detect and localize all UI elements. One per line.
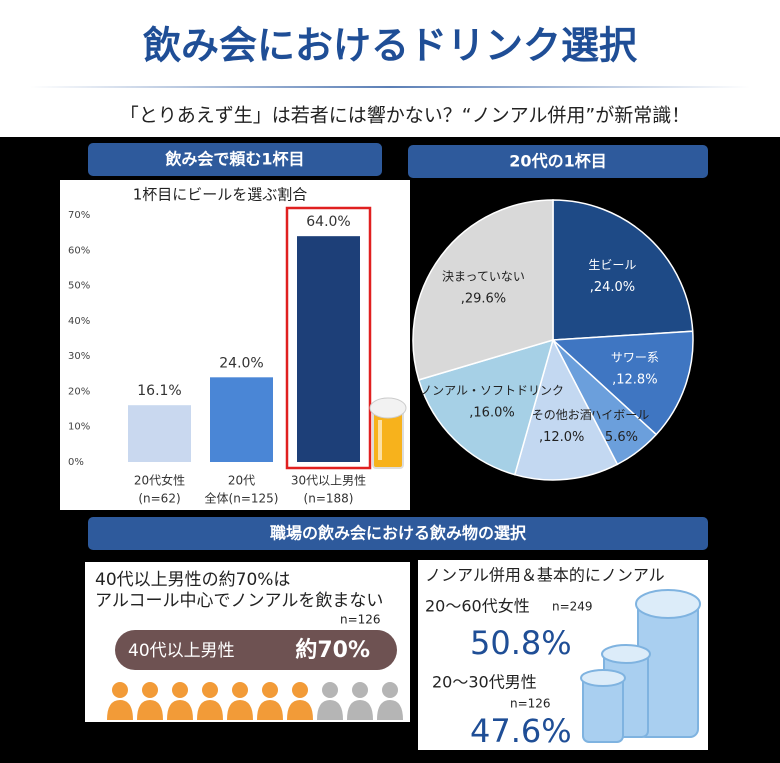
- person-head: [292, 682, 308, 698]
- value-label: ,29.6%: [461, 292, 506, 307]
- group-name: 20～30代男性: [432, 673, 537, 692]
- y-tick-label: 50%: [68, 281, 90, 292]
- heading-bar: [88, 517, 708, 550]
- x-tick-note: (n=62): [138, 492, 180, 506]
- y-tick-label: 20%: [68, 386, 90, 397]
- slice-label: 決まっていない: [442, 270, 525, 284]
- glass-icons: [580, 589, 701, 743]
- person-head: [142, 682, 158, 698]
- rule: [30, 86, 750, 88]
- x-tick-label: 20代女性: [134, 473, 185, 488]
- person-head: [202, 682, 218, 698]
- beer-icon: [369, 397, 407, 469]
- bar: [297, 236, 360, 462]
- person-head: [172, 682, 188, 698]
- x-tick-label: 30代以上男性: [291, 474, 366, 488]
- y-tick-label: 40%: [68, 316, 90, 327]
- pie-slice: [551, 330, 694, 436]
- title: 飲み会におけるドリンク選択: [143, 24, 638, 68]
- value-label: 64.0%: [306, 214, 350, 230]
- person-body: [227, 700, 253, 720]
- person-body: [377, 700, 403, 720]
- highlight: [285, 206, 372, 470]
- bar: [128, 405, 191, 462]
- text-line: 40代以上男性の約70%は: [95, 570, 290, 590]
- slice-label: ノンアル・ソフトドリンク: [420, 383, 564, 397]
- person-body: [257, 700, 283, 720]
- value-label: ,12.8%: [612, 372, 657, 387]
- slice-label: 生ビール: [588, 258, 636, 272]
- sample-size: n=126: [510, 697, 551, 711]
- pie-slice: [417, 338, 555, 476]
- value-label: ,5.6%: [601, 430, 638, 445]
- sample-size: n=126: [340, 613, 381, 627]
- y-tick-label: 30%: [68, 351, 90, 362]
- group-name: 20～60代女性: [425, 597, 530, 616]
- group: 40代以上男性: [128, 641, 235, 661]
- header-bg: [0, 0, 780, 137]
- value-label: 24.0%: [219, 355, 263, 371]
- slice-label: ハイボール: [590, 408, 650, 422]
- chart-title: 1杯目にビールを選ぶ割合: [133, 186, 308, 204]
- value-label: ,24.0%: [590, 280, 635, 295]
- person-body: [317, 700, 343, 720]
- sample-size: n=249: [552, 600, 593, 614]
- group-bar: [115, 630, 397, 670]
- value-label: ,16.0%: [469, 405, 514, 420]
- person-head: [322, 682, 338, 698]
- slice-label: その他お酒: [532, 408, 592, 422]
- person-body: [107, 700, 133, 720]
- heading: 職場の飲み会における飲み物の選択: [270, 524, 527, 543]
- person-body: [287, 700, 313, 720]
- subtitle: 「とりあえず生」は若者には響かない？“ノンアル併用”が新常識！: [120, 105, 691, 127]
- pie-slice: [412, 199, 554, 381]
- pie-slice: [552, 199, 694, 341]
- y-tick-label: 60%: [68, 245, 90, 256]
- group-value: 約70%: [295, 637, 370, 663]
- heading: 20代の1杯目: [509, 152, 606, 171]
- group-value: 50.8%: [470, 624, 572, 662]
- slice-label: サワー系: [611, 350, 659, 364]
- person-body: [347, 700, 373, 720]
- right-title: ノンアル併用＆基本的にノンアル: [425, 566, 665, 585]
- x-tick-note: (n=188): [304, 492, 354, 506]
- person-head: [232, 682, 248, 698]
- person-body: [137, 700, 163, 720]
- pie-slice: [513, 337, 619, 481]
- y-tick-label: 70%: [68, 210, 90, 221]
- value-label: 16.1%: [137, 383, 181, 399]
- value-label: ,12.0%: [539, 430, 584, 445]
- person-body: [167, 700, 193, 720]
- person-head: [352, 682, 368, 698]
- x-tick-label: 20代: [228, 474, 255, 488]
- person-head: [262, 682, 278, 698]
- heading-bar: [408, 145, 708, 178]
- x-tick-note: 全体(n=125): [205, 491, 279, 506]
- heading: 飲み会で頼む1杯目: [164, 150, 304, 169]
- people-icons: [107, 682, 403, 720]
- y-tick-label: 10%: [68, 422, 90, 433]
- group-value: 47.6%: [470, 712, 572, 750]
- heading-bar: [88, 143, 382, 176]
- text-line: アルコール中心でノンアルを飲まない: [95, 591, 383, 611]
- bar: [210, 377, 273, 462]
- person-head: [112, 682, 128, 698]
- person-head: [382, 682, 398, 698]
- y-tick-label: 0%: [68, 457, 84, 468]
- person-body: [197, 700, 223, 720]
